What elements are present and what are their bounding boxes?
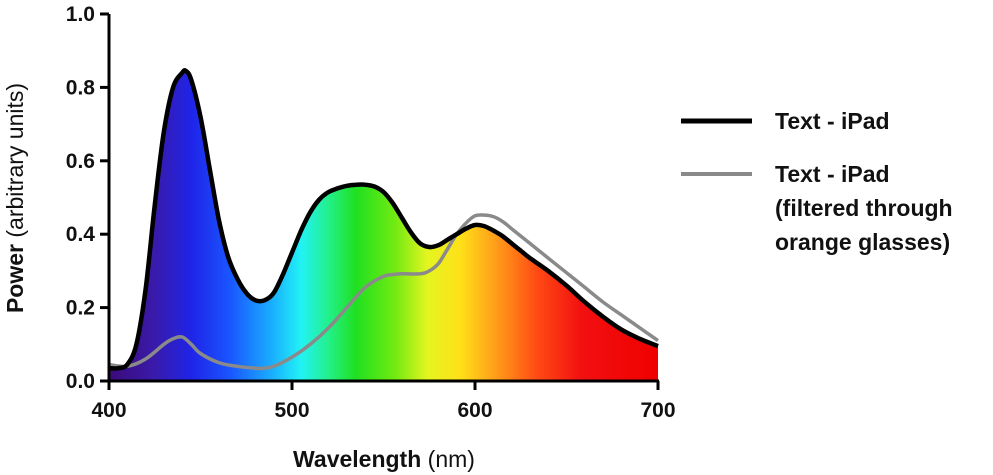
- legend-label-filtered-line-1: Text - iPad: [775, 161, 890, 187]
- y-axis-title-main: Power: [2, 244, 28, 313]
- legend-label-filtered-line-2: (filtered through: [775, 195, 953, 221]
- x-axis-title: Wavelength (nm): [293, 446, 475, 472]
- y-axis-title-unit: (arbitrary units): [2, 83, 28, 238]
- legend-label-ipad-line: Text - iPad: [775, 108, 890, 134]
- x-tick-label: 500: [274, 399, 309, 422]
- x-tick-label: 400: [91, 399, 126, 422]
- x-axis-title-main: Wavelength: [293, 446, 421, 472]
- y-tick-label: 1.0: [66, 3, 95, 26]
- x-tick-label: 700: [640, 399, 675, 422]
- y-axis-title: Power (arbitrary units): [2, 83, 28, 313]
- series-line-filtered: [108, 213, 660, 371]
- legend: Text - iPad Text - iPad (filtered throug…: [681, 108, 959, 255]
- spectrum-area-fill: [109, 70, 658, 381]
- y-tick-label: 0.6: [66, 150, 95, 173]
- x-axis-title-unit: (nm): [428, 446, 475, 472]
- y-tick-label: 0.4: [66, 223, 96, 246]
- axes: 0.0 0.2 0.4 0.6 0.8 1.0 400 500 600 700: [66, 3, 676, 422]
- y-tick-label: 0.0: [66, 370, 95, 393]
- legend-label-filtered: Text - iPad (filtered through orange gla…: [775, 161, 959, 255]
- legend-label-filtered-line-3: orange glasses): [775, 229, 950, 255]
- y-tick-label: 0.2: [66, 297, 95, 320]
- legend-label-ipad: Text - iPad: [775, 108, 890, 134]
- series-line-ipad: [108, 68, 659, 371]
- x-tick-label: 600: [457, 399, 492, 422]
- y-tick-label: 0.8: [66, 76, 96, 99]
